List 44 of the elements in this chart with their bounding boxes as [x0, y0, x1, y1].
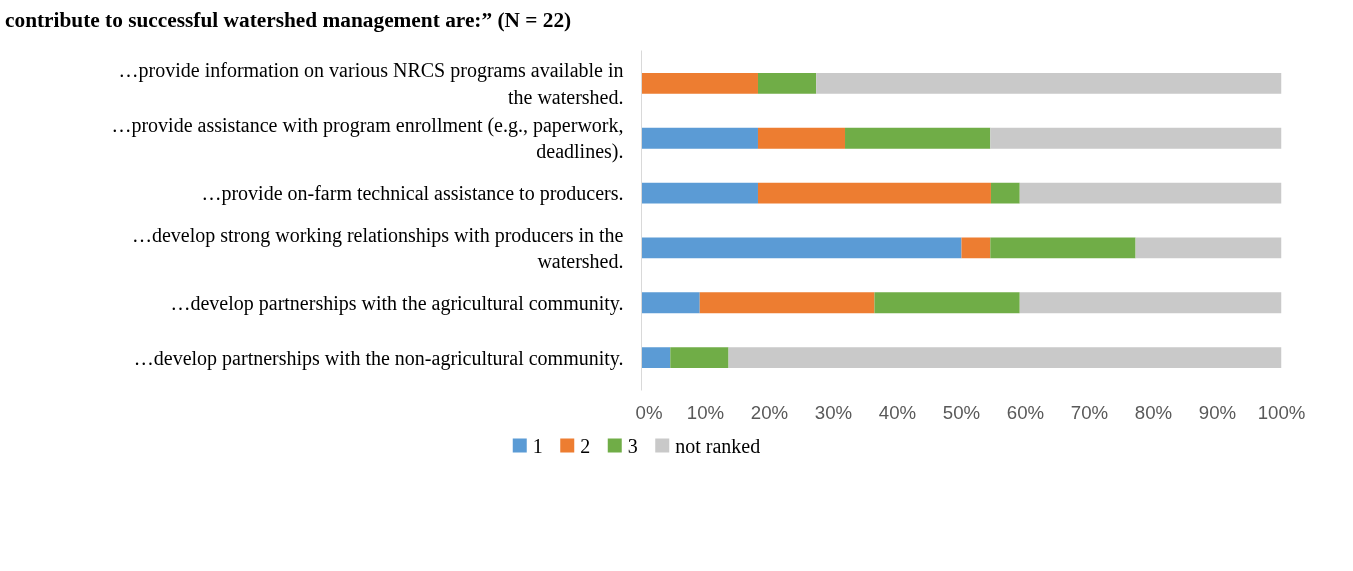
bar [641, 73, 758, 95]
bar [757, 183, 991, 204]
x-tick-label: 100% [1257, 401, 1306, 423]
x-tick-label: 90% [1198, 401, 1237, 423]
bar [641, 347, 671, 369]
x-tick-label: 10% [686, 401, 725, 423]
bar [1019, 292, 1282, 314]
bar [728, 347, 1282, 369]
bar [1019, 183, 1282, 204]
x-tick-label: 20% [750, 401, 789, 423]
legend-label: 3 [627, 434, 638, 457]
x-tick-label: 70% [1070, 401, 1109, 423]
bar [990, 128, 1282, 150]
y-tick-label: …develop partnerships with the agricultural community. [170, 292, 624, 316]
bar [816, 73, 1282, 95]
y-tick-label: …provide on-farm technical assistance to producers. [201, 182, 624, 206]
bar [641, 128, 758, 150]
legend-label: 1 [532, 434, 543, 457]
y-tick-label: …provide assistance with program enrollment (e.g., paperwork, deadlines). [111, 114, 624, 164]
bar [757, 128, 846, 150]
y-tick-label: …develop strong working relationships with producers in the watershed. [131, 224, 624, 273]
x-tick-label: 80% [1134, 401, 1173, 423]
y-tick-label: …develop partnerships with the non-agricultural community. [133, 347, 624, 371]
y-tick-label: …provide information on various NRCS programs available in the watershed. [118, 59, 624, 109]
bar [874, 292, 1020, 314]
bar [641, 237, 962, 259]
bar [641, 292, 700, 314]
bar [990, 237, 1136, 259]
x-tick-label: 40% [878, 401, 917, 423]
bar [670, 347, 729, 369]
bar [961, 237, 991, 259]
text: contribute to successful watershed management are:” (N = 22) [5, 7, 572, 34]
x-tick-label: 50% [942, 401, 981, 423]
x-tick-label: 0% [635, 401, 663, 423]
bar [990, 183, 1020, 204]
x-tick-label: 30% [814, 401, 853, 423]
legend-label: not ranked [675, 434, 761, 457]
bar [845, 128, 991, 150]
bar [1135, 237, 1282, 259]
legend-label: 2 [580, 434, 591, 457]
x-tick-label: 60% [1006, 401, 1045, 423]
bar [641, 183, 758, 204]
bar [757, 73, 817, 95]
bar [699, 292, 875, 314]
